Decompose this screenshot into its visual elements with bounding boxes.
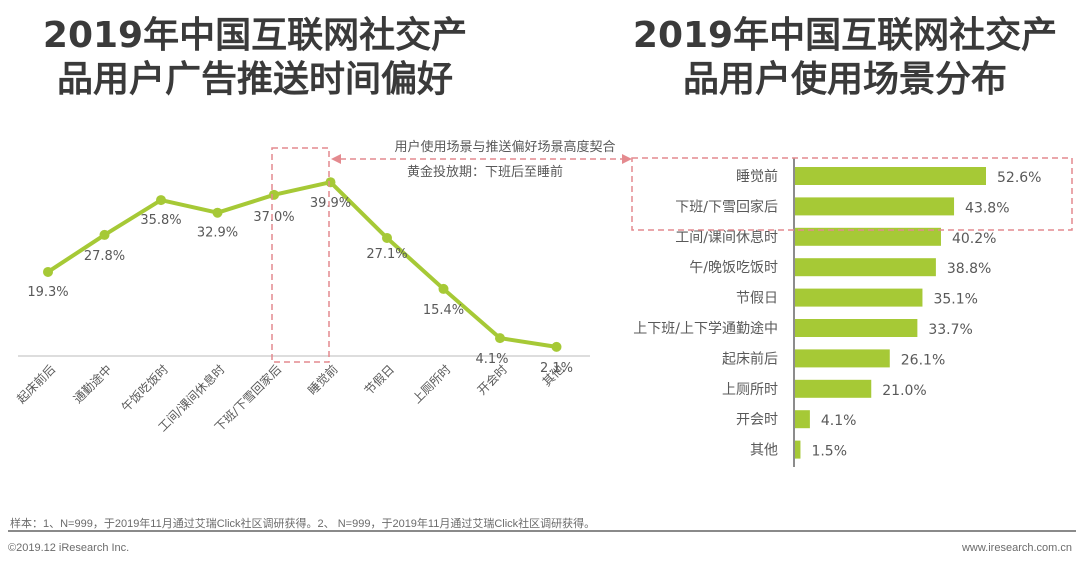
bar-value-8: 21.0% [882,383,926,399]
bar-4 [795,258,936,277]
annotation-layer: 用户使用场景与推送偏好场景高度契合 黄金投放期：下班后至睡前 [331,139,632,180]
data-label-7: 27.1% [366,247,407,262]
data-label-6: 39.9% [310,196,351,211]
x-tick-label-8: 上厕所时 [410,362,454,406]
bar-category-8: 上厕所时 [722,382,778,398]
bar-category-4: 午/晚饭吃饭时 [689,260,778,276]
left-title-line-1: 2019年中国互联网社交产 [42,15,468,56]
bar-value-3: 40.2% [952,231,996,247]
x-tick-label-9: 开会时 [475,362,510,397]
x-tick-label-2: 通勤途中 [70,362,115,407]
line-chart: 19.3%起床前后27.8%通勤途中35.8%午饭吃饭时32.9%工间/课间休息… [14,147,590,434]
x-tick-label-1: 起床前后 [14,362,59,407]
right-chart-title: 2019年中国互联网社交产 品用户使用场景分布 [610,14,1080,102]
bar-2 [795,197,955,216]
data-point-10 [551,341,562,352]
bar-value-4: 38.8% [947,261,991,277]
data-point-2 [99,229,110,240]
data-label-5: 37.0% [253,210,294,225]
right-title-line-1: 2019年中国互联网社交产 [632,15,1058,56]
bar-category-3: 工间/课间休息时 [675,229,778,246]
copyright: ©2019.12 iResearch Inc. [8,542,130,554]
highlight-box-line [271,147,330,363]
bar-category-9: 开会时 [736,412,778,428]
bar-value-7: 26.1% [901,352,945,368]
x-tick-label-3: 午饭吃饭时 [119,362,171,414]
bar-category-5: 节假日 [736,291,778,307]
bar-category-2: 下班/下雪回家后 [675,198,778,215]
bar-9 [795,410,810,429]
data-label-3: 35.8% [140,213,181,228]
bar-value-1: 52.6% [997,170,1041,186]
left-title-line-2: 品用户广告推送时间偏好 [56,59,453,100]
bar-category-10: 其他 [750,443,778,459]
data-point-6 [325,177,336,188]
data-label-9: 4.1% [475,352,508,367]
data-point-8 [438,283,449,294]
sample-note: 样本：1、N=999，于2019年11月通过艾瑞Click社区调研获得。2、 N… [10,518,596,530]
arrow-left-icon [331,154,341,164]
footer-divider [8,530,1076,532]
match-annotation: 用户使用场景与推送偏好场景高度契合 [394,139,615,155]
bar-value-2: 43.8% [965,200,1009,216]
bar-8 [795,379,872,398]
x-tick-label-6: 睡觉前 [305,362,341,398]
data-label-4: 32.9% [197,226,238,241]
data-point-3 [156,195,166,206]
golden-period-annotation: 黄金投放期：下班后至睡前 [407,164,563,180]
x-tick-label-7: 节假日 [362,362,397,397]
left-chart-title: 2019年中国互联网社交产 品用户广告推送时间偏好 [20,14,490,102]
data-point-4 [212,207,223,218]
bar-chart: 睡觉前 52.6% 下班/下雪回家后 43.8% 工间/课间休息时 40.2% 午/晚饭吃饭… [631,157,1073,467]
bar-category-1: 睡觉前 [736,168,778,185]
data-point-5 [269,189,279,200]
bar-6 [795,319,918,337]
bar-value-6: 33.7% [928,322,972,338]
bar-category-6: 上下班/上下学通勤途中 [633,320,778,337]
highlight-box-bar [631,157,1073,231]
bar-value-9: 4.1% [821,413,857,429]
bar-value-5: 35.1% [933,292,977,308]
data-label-8: 15.4% [423,303,464,318]
data-label-2: 27.8% [84,249,125,264]
bar-category-7: 起床前后 [722,350,778,367]
line-series [46,180,557,349]
bar-3 [795,227,941,246]
bar-1 [795,167,986,185]
bar-5 [795,288,923,307]
bar-10 [795,440,801,459]
data-label-10: 2.1% [540,361,573,376]
bar-value-10: 1.5% [811,444,847,460]
right-title-line-2: 品用户使用场景分布 [682,59,1007,100]
website-link[interactable]: www.iresearch.com.cn [961,542,1072,554]
data-point-7 [382,232,392,243]
data-label-1: 19.3% [27,285,68,300]
bar-7 [795,349,890,368]
arrow-right-icon [622,154,632,164]
data-point-1 [43,266,53,277]
data-point-9 [495,333,505,344]
